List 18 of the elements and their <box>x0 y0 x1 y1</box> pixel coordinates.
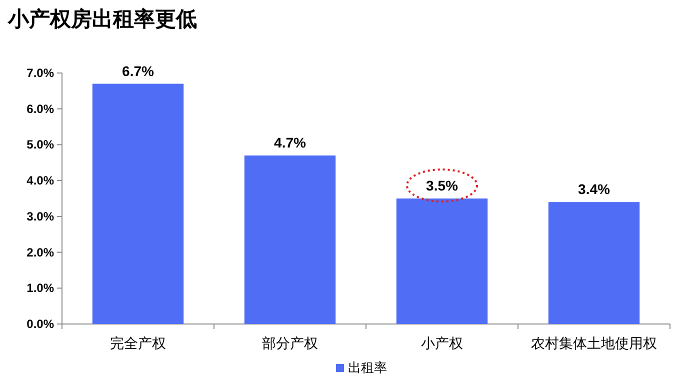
legend-label: 出租率 <box>348 360 387 375</box>
data-label: 6.7% <box>122 62 154 79</box>
y-tick-label: 6.0% <box>26 102 54 116</box>
y-tick-label: 3.0% <box>26 209 54 224</box>
data-label: 4.7% <box>274 134 306 150</box>
y-tick-label: 1.0% <box>26 281 54 296</box>
x-tick-label: 农村集体土地使用权 <box>531 335 657 351</box>
y-tick-label: 2.0% <box>26 245 54 260</box>
y-tick-label: 5.0% <box>26 138 54 152</box>
data-label: 3.4% <box>578 181 610 198</box>
y-tick-label: 4.0% <box>26 174 54 188</box>
y-tick-label: 0.0% <box>26 317 54 331</box>
x-tick-label: 部分产权 <box>262 335 318 351</box>
y-tick-label: 7.0% <box>26 66 54 80</box>
x-tick-label: 小产权 <box>421 335 463 351</box>
x-tick-label: 完全产权 <box>110 335 166 351</box>
data-label: 3.5% <box>426 178 458 194</box>
chart-title: 小产权房出租率更低 <box>7 7 197 31</box>
